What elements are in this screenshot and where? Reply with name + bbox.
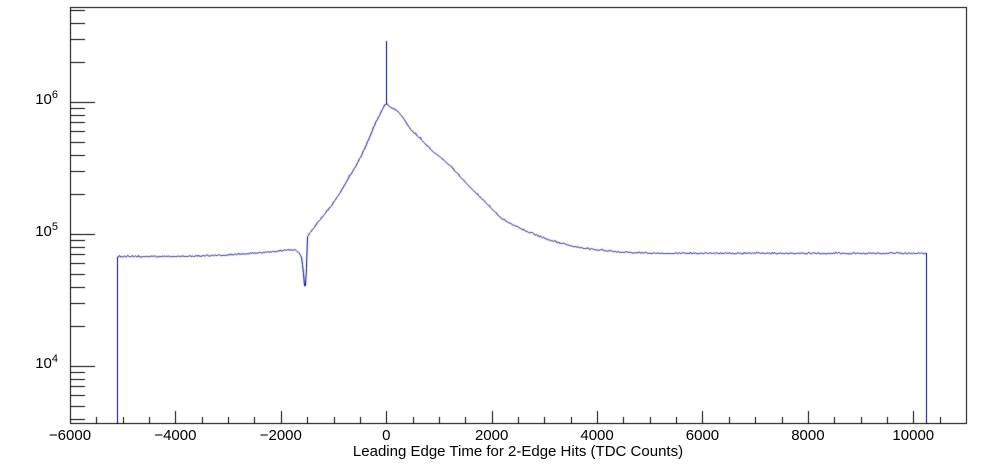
x-tick-label: −6000 — [48, 427, 92, 444]
y-tick-exponent: 6 — [51, 89, 58, 102]
x-tick-label: 8000 — [791, 427, 825, 444]
x-tick-label: 10000 — [892, 427, 935, 444]
x-tick-label: 6000 — [685, 427, 720, 444]
x-tick-label: 4000 — [580, 427, 614, 444]
x-tick-label: −4000 — [154, 427, 197, 444]
y-tick-base: 10 — [35, 355, 52, 372]
y-tick-label: 105 — [0, 221, 58, 241]
y-tick-label: 106 — [0, 89, 58, 109]
y-tick-exponent: 5 — [51, 221, 58, 234]
y-tick-exponent: 4 — [51, 353, 58, 365]
y-tick-base: 10 — [35, 91, 52, 109]
x-tick-label: −2000 — [259, 427, 302, 444]
x-tick-label: 0 — [382, 427, 391, 444]
y-tick-base: 10 — [35, 223, 52, 241]
x-axis-title: Leading Edge Time for 2-Edge Hits (TDC C… — [352, 443, 684, 460]
y-tick-label: 104 — [0, 353, 58, 372]
x-tick-label: 2000 — [474, 427, 509, 444]
